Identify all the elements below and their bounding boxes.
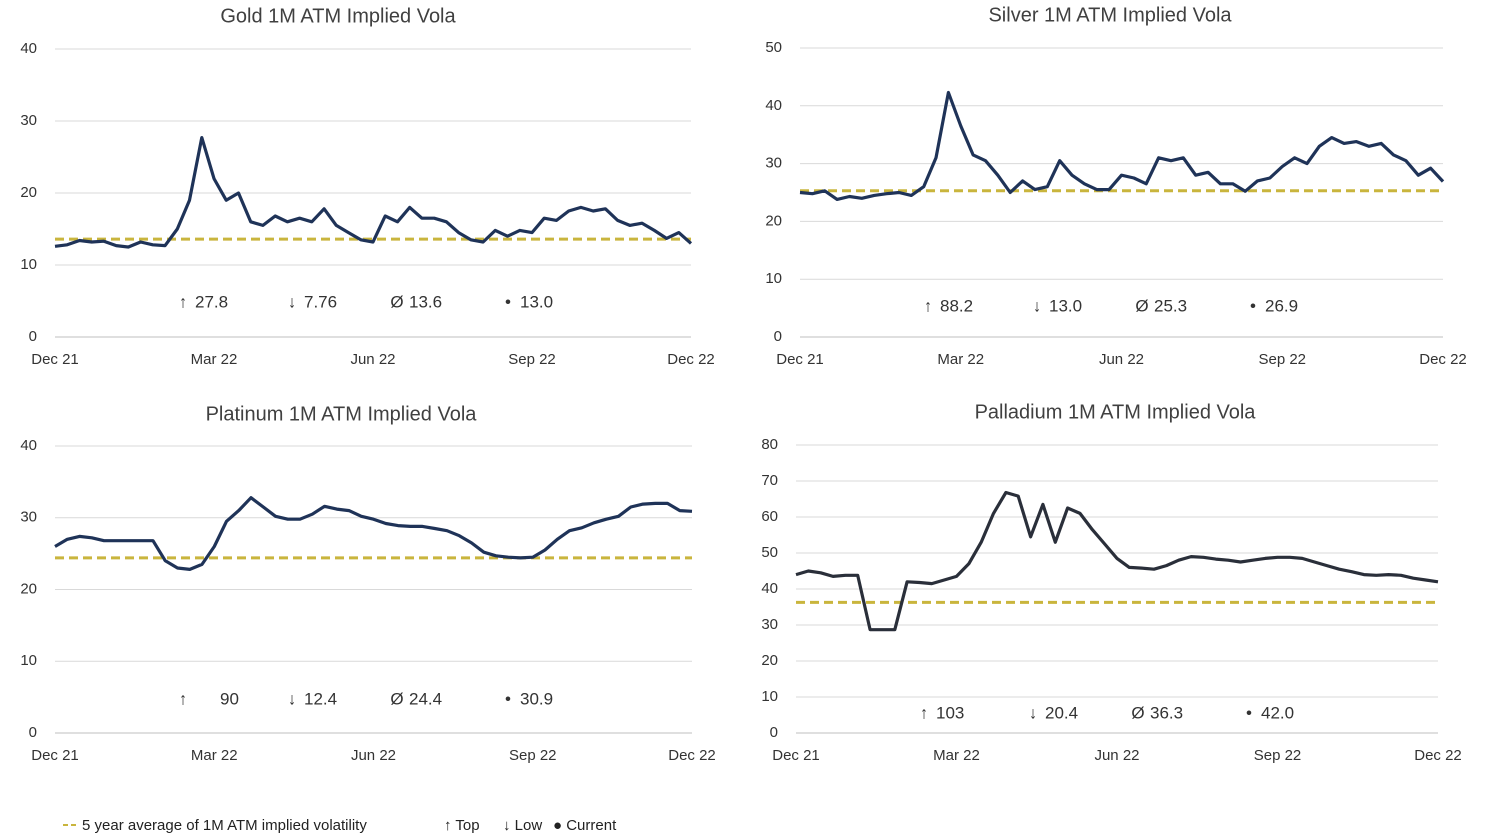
x-tick-label: Dec 21 — [31, 351, 79, 368]
x-tick-label: Sep 22 — [1258, 351, 1306, 368]
x-tick-label: Jun 22 — [350, 351, 395, 368]
y-tick-label: 20 — [761, 652, 778, 669]
x-tick-label: Sep 22 — [1254, 747, 1302, 764]
stat-value: 7.76 — [304, 292, 337, 311]
y-tick-label: 0 — [774, 328, 782, 345]
legend-top: ↑ Top — [444, 817, 480, 834]
y-tick-label: 30 — [20, 509, 37, 526]
stat-symbol: • — [1246, 703, 1252, 722]
stat-symbol: • — [505, 689, 511, 708]
y-tick-label: 40 — [20, 40, 37, 57]
y-tick-label: 80 — [761, 436, 778, 453]
x-tick-label: Mar 22 — [933, 747, 980, 764]
x-tick-label: Dec 21 — [776, 351, 824, 368]
stat-symbol: ↓ — [288, 689, 297, 708]
stat-symbol: ↓ — [1033, 296, 1042, 315]
stat-value: 25.3 — [1154, 296, 1187, 315]
stat-value: 103 — [936, 703, 964, 722]
stat-value: 30.9 — [520, 689, 553, 708]
x-tick-label: Dec 21 — [31, 747, 79, 764]
chart-title: Gold 1M ATM Implied Vola — [220, 5, 456, 27]
x-tick-label: Mar 22 — [191, 351, 238, 368]
vola-line — [795, 490, 1439, 632]
x-tick-label: Mar 22 — [937, 351, 984, 368]
x-tick-label: Dec 21 — [772, 747, 820, 764]
stat-symbol: Ø — [390, 689, 403, 708]
y-tick-label: 30 — [761, 616, 778, 633]
stat-value: 13.0 — [520, 292, 553, 311]
stat-value: 26.9 — [1265, 296, 1298, 315]
y-tick-label: 10 — [761, 688, 778, 705]
stat-symbol: ↓ — [1029, 703, 1038, 722]
stat-value: 13.6 — [409, 292, 442, 311]
x-tick-label: Jun 22 — [1099, 351, 1144, 368]
y-tick-label: 50 — [761, 544, 778, 561]
y-tick-label: 50 — [765, 39, 782, 56]
stat-symbol: • — [1250, 296, 1256, 315]
stat-symbol: • — [505, 292, 511, 311]
stat-symbol: ↑ — [179, 292, 188, 311]
x-tick-label: Mar 22 — [191, 747, 238, 764]
stat-value: 13.0 — [1049, 296, 1082, 315]
y-tick-label: 20 — [765, 212, 782, 229]
vola-line — [54, 496, 693, 571]
y-tick-label: 0 — [770, 724, 778, 741]
x-tick-label: Sep 22 — [508, 351, 556, 368]
y-tick-label: 40 — [765, 97, 782, 114]
chart-title: Silver 1M ATM Implied Vola — [988, 4, 1232, 26]
x-tick-label: Sep 22 — [509, 747, 557, 764]
y-tick-label: 10 — [20, 256, 37, 273]
stat-value: 12.4 — [304, 689, 337, 708]
x-tick-label: Jun 22 — [351, 747, 396, 764]
stat-symbol: Ø — [1135, 296, 1148, 315]
stat-symbol: ↑ — [920, 703, 929, 722]
stat-value: 24.4 — [409, 689, 442, 708]
stat-value: 90 — [220, 689, 239, 708]
y-tick-label: 70 — [761, 472, 778, 489]
stat-symbol: ↓ — [288, 292, 297, 311]
vola-line — [799, 90, 1445, 201]
y-tick-label: 40 — [20, 437, 37, 454]
y-tick-label: 0 — [29, 724, 37, 741]
stat-value: 27.8 — [195, 292, 228, 311]
stat-value: 20.4 — [1045, 703, 1078, 722]
chart-title: Palladium 1M ATM Implied Vola — [975, 401, 1257, 423]
vola-line — [54, 136, 693, 249]
y-tick-label: 10 — [20, 652, 37, 669]
x-tick-label: Dec 22 — [1419, 351, 1467, 368]
stat-value: 88.2 — [940, 296, 973, 315]
stat-symbol: Ø — [390, 292, 403, 311]
y-tick-label: 40 — [761, 580, 778, 597]
y-tick-label: 20 — [20, 580, 37, 597]
stat-symbol: ↑ — [924, 296, 933, 315]
legend-current: ● Current — [553, 817, 617, 834]
y-tick-label: 0 — [29, 328, 37, 345]
legend-low: ↓ Low — [503, 817, 542, 834]
y-tick-label: 30 — [765, 155, 782, 172]
y-tick-label: 30 — [20, 112, 37, 129]
stat-value: 36.3 — [1150, 703, 1183, 722]
stat-value: 42.0 — [1261, 703, 1294, 722]
legend-average: 5 year average of 1M ATM implied volatil… — [82, 817, 367, 834]
y-tick-label: 60 — [761, 508, 778, 525]
x-tick-label: Dec 22 — [1414, 747, 1462, 764]
y-tick-label: 20 — [20, 184, 37, 201]
y-tick-label: 10 — [765, 270, 782, 287]
chart-title: Platinum 1M ATM Implied Vola — [206, 403, 478, 425]
stat-symbol: Ø — [1131, 703, 1144, 722]
x-tick-label: Dec 22 — [668, 747, 716, 764]
stat-symbol: ↑ — [179, 689, 188, 708]
x-tick-label: Dec 22 — [667, 351, 715, 368]
x-tick-label: Jun 22 — [1094, 747, 1139, 764]
